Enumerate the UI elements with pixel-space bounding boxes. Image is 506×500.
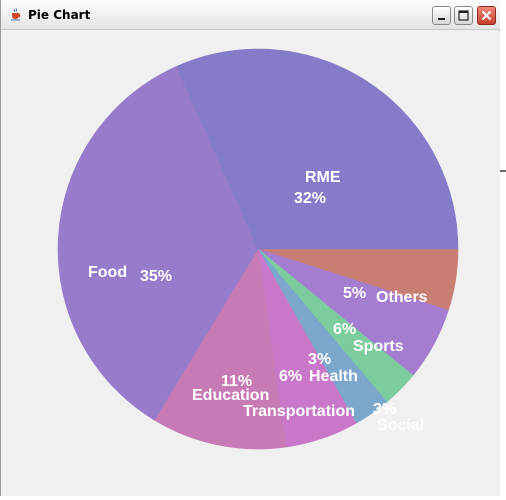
slice-label-health: Health bbox=[309, 368, 358, 385]
window-title: Pie Chart bbox=[28, 8, 91, 22]
slice-label-sports: Sports bbox=[353, 338, 404, 355]
slice-label-education: Education bbox=[192, 387, 269, 404]
minimize-icon bbox=[438, 18, 445, 20]
title-bar[interactable]: Pie Chart bbox=[1, 0, 501, 30]
slice-percent-rme: 32% bbox=[294, 190, 326, 207]
pie-chart: 5% Others6%Sports3%Health3%Social6%Transp… bbox=[57, 48, 459, 450]
close-icon bbox=[481, 10, 492, 21]
slice-percent-sports: 6% bbox=[333, 321, 356, 338]
minimize-button[interactable] bbox=[432, 6, 451, 25]
slice-percent-others: 5% bbox=[343, 285, 366, 302]
chart-canvas: 5% Others 6% Sports 3% Health 3% Social 6% Transp… bbox=[2, 31, 500, 496]
slice-label-social: Social bbox=[377, 417, 424, 434]
close-button[interactable] bbox=[477, 6, 496, 25]
slice-percent-food: 35% bbox=[140, 268, 172, 285]
slice-label-others: Others bbox=[376, 289, 428, 306]
maximize-icon bbox=[458, 10, 469, 21]
slice-label-rme: RME bbox=[305, 169, 341, 186]
pie-slice-rme bbox=[176, 48, 459, 250]
slice-percent-social: 3% bbox=[373, 401, 396, 418]
pie-slice-food bbox=[57, 65, 259, 421]
slice-percent-transportation: 6% bbox=[279, 368, 302, 385]
background-window-edge bbox=[500, 0, 506, 496]
slice-label-food: Food bbox=[88, 264, 127, 281]
java-cup-icon bbox=[11, 8, 21, 21]
background-window-marks bbox=[500, 170, 506, 202]
maximize-button[interactable] bbox=[454, 6, 473, 25]
pie-slice-education bbox=[154, 248, 287, 450]
slice-percent-health: 3% bbox=[308, 351, 331, 368]
slice-percent-education: 11% bbox=[221, 373, 252, 390]
slice-label-transportation: Transportation bbox=[243, 403, 355, 420]
